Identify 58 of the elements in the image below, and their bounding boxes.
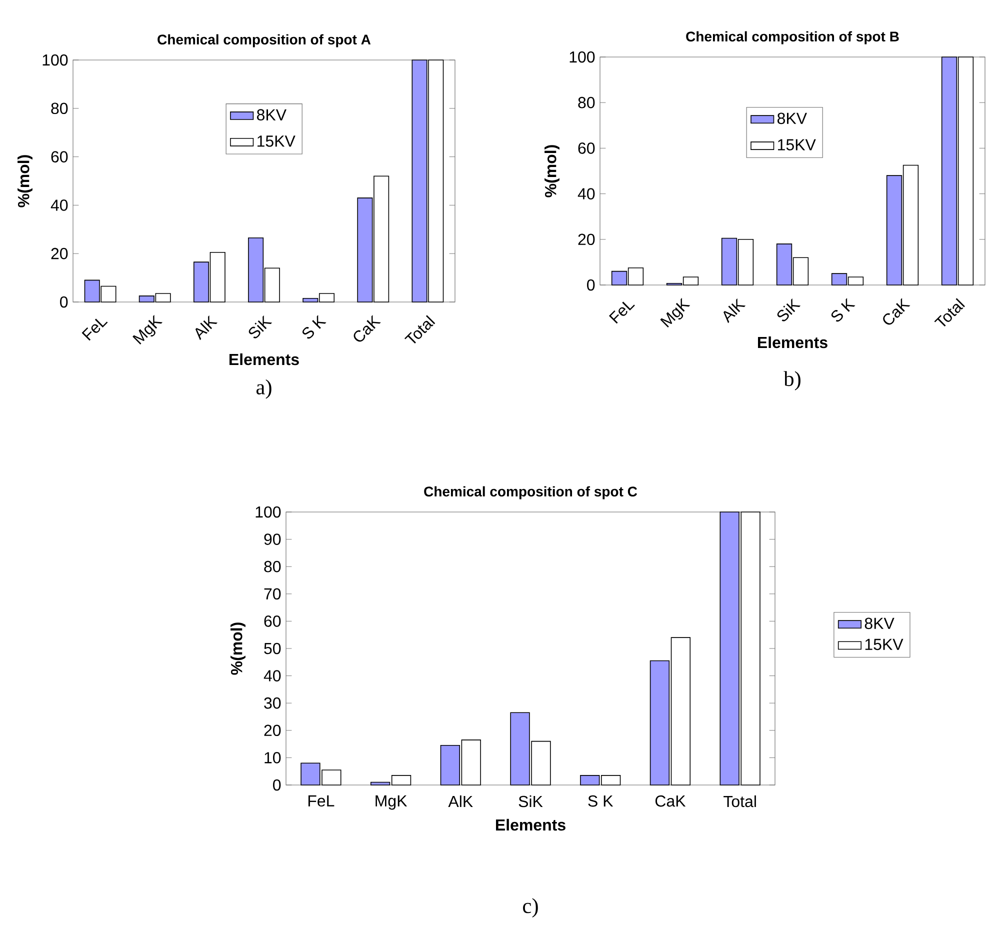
x-tick-label: FeL	[82, 318, 108, 341]
y-tick-label: 80	[264, 560, 281, 572]
y-axis-title: %(mol)	[230, 622, 246, 675]
legend-label: 8KV	[777, 112, 807, 124]
x-tick-label: CaK	[655, 795, 686, 807]
y-tick-label: 40	[264, 670, 281, 682]
x-tick-label: AlK	[724, 298, 746, 324]
y-axis-title: %(mol)	[544, 145, 560, 198]
y-tick-label: 20	[264, 724, 281, 736]
x-tick-label: MgK	[376, 795, 408, 810]
chart-title: Chemical composition of spot A	[158, 34, 371, 48]
text: b)	[784, 371, 800, 390]
legend-label: 15KV	[258, 136, 296, 147]
y-tick-label: 80	[51, 102, 68, 114]
legend-label: 15KV	[865, 638, 904, 650]
y-tick-label: 60	[51, 151, 68, 162]
y-tick-label: 0	[60, 296, 68, 308]
y-axis-title: %(mol)	[18, 155, 32, 208]
y-tick-label: 100	[256, 506, 281, 518]
x-tick-label: FeL	[308, 795, 334, 807]
legend-label: 15KV	[778, 139, 816, 150]
x-tick-label: AlK	[195, 315, 218, 340]
y-tick-label: 20	[51, 248, 68, 260]
y-tick-label: 60	[578, 142, 595, 154]
y-tick-label: 30	[264, 697, 281, 709]
x-axis-title: Elements	[758, 336, 828, 348]
y-tick-label: 10	[264, 752, 281, 764]
chart-title: Chemical composition of spot C	[424, 486, 638, 500]
x-tick-label: FeL	[608, 302, 635, 324]
y-tick-label: 20	[578, 234, 595, 246]
legend-label: 8KV	[864, 618, 894, 630]
y-tick-label: 0	[273, 779, 281, 791]
x-axis-title: Elements	[229, 353, 299, 366]
text: c)	[523, 898, 538, 918]
y-tick-label: 70	[264, 588, 281, 600]
y-tick-label: 100	[570, 51, 595, 63]
x-tick-label: SiK	[518, 795, 543, 808]
x-tick-label: AlK	[448, 795, 473, 807]
y-tick-label: 100	[42, 54, 68, 66]
x-tick-label: SiK	[777, 298, 801, 322]
chart-title: Chemical composition of spot B	[686, 31, 899, 44]
x-tick-label: S K	[588, 795, 614, 807]
x-tick-label: SiK	[248, 315, 272, 338]
x-tick-label: S K	[302, 315, 326, 339]
text: a)	[256, 379, 272, 399]
x-tick-label: Total	[724, 795, 756, 808]
legend-label: 8KV	[256, 109, 286, 120]
y-tick-label: 80	[578, 96, 595, 108]
y-tick-label: 40	[578, 188, 595, 200]
x-tick-label: CaK	[354, 315, 381, 342]
y-tick-label: 0	[587, 279, 595, 291]
x-axis-title: Elements	[496, 818, 566, 831]
y-tick-label: 40	[50, 200, 68, 211]
y-tick-label: 50	[264, 642, 281, 654]
x-tick-label: CaK	[883, 298, 910, 325]
y-tick-label: 90	[264, 534, 281, 545]
x-tick-label: S K	[831, 298, 856, 322]
y-tick-label: 60	[264, 616, 281, 627]
